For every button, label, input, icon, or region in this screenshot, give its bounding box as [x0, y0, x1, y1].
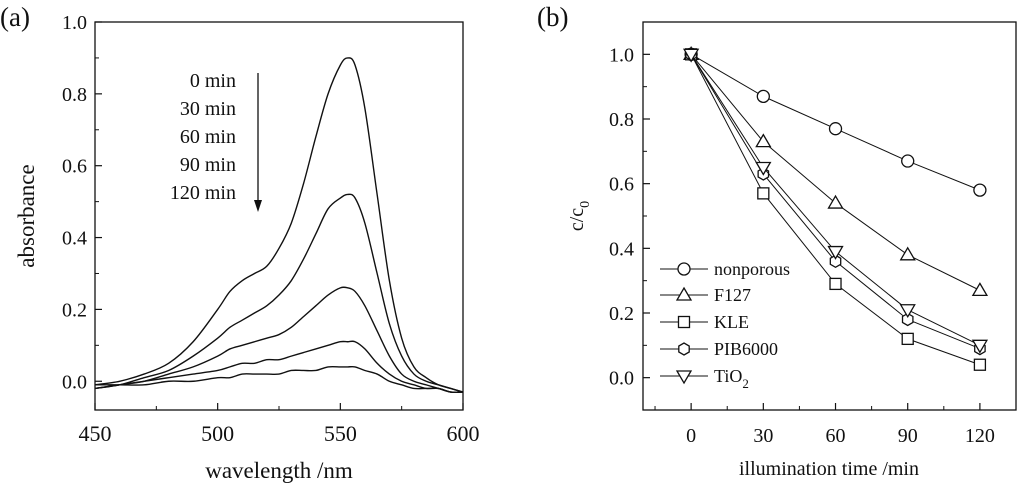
- panel-a-time-legend: 0 min 30 min 60 min 90 min 120 min: [170, 70, 262, 212]
- data-point: [901, 154, 915, 168]
- data-point: [901, 312, 914, 327]
- panel-b-plot-frame: [642, 21, 1017, 411]
- legend-label-subscript: 2: [742, 376, 749, 391]
- panel-a-x-axis-label: wavelength /nm: [205, 458, 353, 483]
- panel-b-series: [682, 46, 989, 371]
- panel-b-ticks: [643, 53, 981, 410]
- data-point: [901, 332, 914, 346]
- panel-b-x-axis-label: illumination time /min: [739, 458, 919, 480]
- decreasing-arrow-head: [254, 200, 262, 212]
- legend-marker: [677, 315, 691, 329]
- data-point: [899, 304, 916, 319]
- legend-label-time: 0 min: [190, 70, 236, 92]
- panel-a-label: (a): [0, 2, 30, 32]
- legend-marker: [675, 286, 693, 301]
- x-tick-label: 500: [201, 421, 234, 446]
- data-point: [829, 277, 842, 291]
- y-axis-label-base: c/c: [566, 208, 588, 231]
- y-axis-label-subscript: 0: [578, 201, 593, 208]
- panel-a-x-tick-labels: 450 500 550 600: [79, 421, 480, 446]
- data-point: [755, 133, 772, 148]
- y-tick-label: 0.4: [609, 238, 634, 260]
- y-tick-label: 0.0: [62, 371, 87, 393]
- data-point: [756, 89, 770, 104]
- panel-b-y-axis-label: c/c0: [566, 201, 593, 231]
- legend-label-text: nonporous: [714, 259, 790, 279]
- legend-label: PIB6000: [714, 339, 778, 359]
- panel-b-legend: nonporous F127 KLE PIB6000 TiO2: [660, 259, 790, 391]
- y-tick-label: 0.2: [62, 299, 87, 321]
- data-point: [827, 245, 844, 260]
- y-tick-label: 0.6: [62, 156, 87, 178]
- panel-b: (b) 0 30 60 90 120 0.0 0.2 0.4 0.6 0.8 1…: [537, 2, 1017, 480]
- panel-b-y-tick-labels: 0.0 0.2 0.4 0.6 0.8 1.0: [609, 44, 634, 389]
- y-tick-label: 1.0: [609, 44, 634, 66]
- legend-label: TiO2: [714, 366, 749, 391]
- spectrum-line-0: [94, 57, 464, 393]
- legend-label-time: 30 min: [180, 98, 236, 120]
- legend-label-text: KLE: [714, 312, 749, 332]
- x-tick-label: 0: [686, 425, 696, 447]
- legend-marker: [677, 262, 691, 276]
- svg-text:c/c0: c/c0: [566, 201, 593, 231]
- x-tick-label: 120: [965, 425, 995, 447]
- legend-label-text: F127: [714, 285, 751, 305]
- data-point: [827, 194, 844, 209]
- x-tick-label: 30: [753, 425, 773, 447]
- x-tick-label: 450: [79, 421, 112, 446]
- data-point: [899, 246, 916, 261]
- data-point: [971, 282, 989, 297]
- y-tick-label: 0.6: [609, 174, 634, 196]
- spectrum-line-3: [94, 340, 464, 394]
- panel-a-y-axis-label: absorbance: [14, 164, 39, 267]
- panel-a: (a) 450 500 550 600 0.0 0.2 0.4 0.6 0.8 …: [0, 2, 480, 483]
- legend-label-text: TiO: [714, 366, 742, 386]
- legend-marker: [678, 342, 690, 356]
- legend-label: F127: [714, 285, 751, 305]
- legend-label-text: PIB6000: [714, 339, 778, 359]
- panel-b-label: (b): [537, 2, 568, 32]
- legend-marker: [675, 370, 693, 385]
- data-point: [971, 339, 989, 354]
- spectrum-line-2: [94, 286, 464, 394]
- y-tick-label: 1.0: [62, 12, 87, 34]
- y-tick-label: 0.0: [609, 368, 634, 390]
- y-tick-label: 0.8: [62, 84, 87, 106]
- x-tick-label: 60: [826, 425, 846, 447]
- x-tick-label: 90: [898, 425, 918, 447]
- y-tick-label: 0.8: [609, 109, 634, 131]
- legend-label-time: 90 min: [180, 154, 236, 176]
- x-tick-label: 600: [447, 421, 480, 446]
- data-point: [828, 122, 843, 136]
- data-point: [755, 161, 772, 176]
- panel-a-plot-frame: [94, 21, 464, 411]
- panel-b-x-tick-labels: 0 30 60 90 120: [686, 425, 995, 447]
- data-point: [829, 254, 842, 269]
- x-tick-label: 550: [324, 421, 357, 446]
- panel-a-series: [94, 57, 464, 394]
- panel-a-y-tick-labels: 0.0 0.2 0.4 0.6 0.8 1.0: [62, 12, 87, 393]
- data-point: [973, 358, 987, 371]
- series-0: [684, 47, 987, 197]
- data-point: [757, 187, 770, 200]
- legend-label-time: 120 min: [170, 182, 236, 204]
- y-tick-label: 0.2: [609, 303, 634, 325]
- legend-label-time: 60 min: [180, 126, 236, 148]
- data-point: [682, 48, 700, 63]
- series-4: [682, 48, 989, 354]
- spectrum-line-4: [95, 365, 464, 394]
- legend-label: nonporous: [714, 259, 790, 279]
- y-tick-label: 0.4: [62, 228, 87, 250]
- panel-a-ticks: [94, 21, 464, 410]
- data-point: [973, 183, 987, 197]
- legend-label: KLE: [714, 312, 749, 332]
- spectrum-line-1: [94, 193, 464, 393]
